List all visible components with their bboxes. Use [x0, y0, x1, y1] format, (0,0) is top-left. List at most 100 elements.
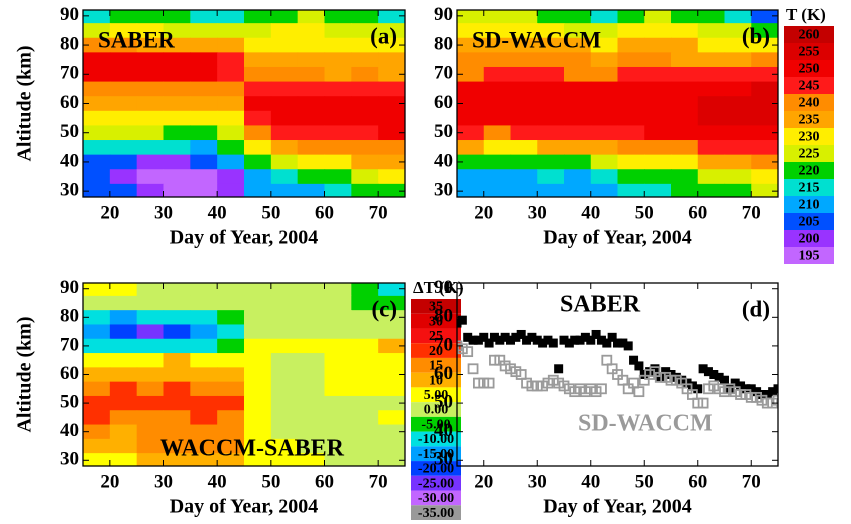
- contour-cell: [297, 295, 326, 311]
- contour-cell: [671, 66, 699, 83]
- contour-cell: [244, 10, 272, 24]
- x-tick-label: 60: [688, 202, 707, 223]
- x-tick-label: 30: [528, 471, 547, 492]
- scatter-point: [591, 329, 601, 339]
- scatter-point: [741, 384, 751, 394]
- contour-cell: [351, 367, 379, 383]
- colorbar-swatch: [784, 162, 834, 179]
- contour-cell: [697, 183, 726, 197]
- y-tick-label: 90: [434, 277, 453, 298]
- contour-cell: [564, 96, 592, 112]
- contour-cell: [217, 183, 245, 197]
- contour-cell: [590, 125, 619, 141]
- contour-cell: [163, 10, 191, 24]
- panel-label: (a): [370, 23, 397, 48]
- scatter-point: [746, 384, 756, 394]
- contour-cell: [83, 410, 111, 426]
- contour-cell: [190, 353, 218, 368]
- contour-cell: [378, 367, 405, 383]
- contour-cell: [590, 81, 619, 97]
- contour-cell: [163, 310, 191, 326]
- contour-cell: [378, 295, 405, 311]
- contour-cell: [83, 96, 111, 112]
- contour-cell: [537, 81, 565, 97]
- contour-cell: [457, 52, 485, 68]
- contour-cell: [590, 154, 619, 170]
- contour-cell: [351, 110, 379, 127]
- contour-cell: [83, 66, 111, 83]
- contour-cell: [510, 125, 538, 141]
- contour-cell: [351, 338, 379, 354]
- contour-cell: [510, 140, 538, 156]
- contour-cell: [351, 96, 379, 112]
- colorbar-swatch: [784, 196, 834, 213]
- contour-cell: [217, 410, 245, 426]
- contour-cell: [617, 125, 645, 141]
- scatter-point: [629, 355, 639, 365]
- contour-cell: [351, 424, 379, 440]
- contour-cell: [270, 424, 299, 440]
- contour-cell: [510, 66, 538, 83]
- y-tick-label: 80: [434, 33, 453, 54]
- contour-cell: [724, 154, 752, 170]
- scatter-point: [773, 384, 778, 394]
- contour-cell: [297, 424, 326, 440]
- contour-cell: [163, 295, 191, 311]
- colorbar-swatch: [784, 128, 834, 145]
- contour-cell: [724, 110, 752, 127]
- contour-cell: [671, 10, 699, 24]
- contour-cell: [324, 353, 352, 368]
- contour-cell: [270, 367, 299, 383]
- contour-cell: [109, 37, 138, 53]
- contour-cell: [644, 66, 672, 83]
- colorbar-label: 35: [429, 300, 443, 315]
- contour-cell: [724, 52, 752, 68]
- contour-cell: [324, 154, 352, 170]
- colorbar-label: -5.00: [421, 417, 450, 432]
- contour-cell: [297, 23, 326, 39]
- y-tick-label: 40: [434, 150, 453, 171]
- colorbar-title: T (K): [786, 5, 826, 24]
- contour-cell: [109, 410, 138, 426]
- contour-cell: [136, 353, 165, 368]
- contour-cell: [163, 140, 191, 156]
- contour-cell: [378, 66, 405, 83]
- contour-cell: [644, 37, 672, 53]
- x-tick-label: 20: [100, 202, 119, 223]
- contour-cell: [697, 96, 726, 112]
- contour-cell: [724, 96, 752, 112]
- contour-cell: [457, 183, 485, 197]
- contour-cell: [163, 395, 191, 411]
- colorbar-label: 230: [799, 130, 820, 145]
- contour-cell: [483, 183, 512, 197]
- contour-cell: [324, 310, 352, 326]
- scatter-point: [489, 332, 499, 342]
- scatter-point: [500, 332, 510, 342]
- contour-cell: [483, 96, 512, 112]
- colorbar-label: -25.00: [418, 476, 454, 491]
- contour-cell: [109, 81, 138, 97]
- contour-cell: [324, 125, 352, 141]
- colorbar-swatch: [784, 94, 834, 111]
- contour-cell: [510, 23, 538, 39]
- contour-cell: [351, 395, 379, 411]
- contour-cell: [297, 410, 326, 426]
- contour-cell: [564, 183, 592, 197]
- contour-cell: [217, 453, 245, 466]
- contour-cell: [324, 438, 352, 454]
- contour-cell: [564, 37, 592, 53]
- contour-cell: [617, 183, 645, 197]
- contour-cell: [136, 283, 165, 297]
- contour-cell: [617, 37, 645, 53]
- contour-cell: [378, 395, 405, 411]
- x-tick-label: 70: [742, 471, 761, 492]
- contour-cell: [351, 381, 379, 397]
- contour-cell: [109, 10, 138, 24]
- colorbar-swatch: [784, 213, 834, 230]
- contour-cell: [83, 295, 111, 311]
- contour-cell: [378, 154, 405, 170]
- contour-cell: [697, 154, 726, 170]
- contour-cell: [537, 110, 565, 127]
- contour-cell: [244, 23, 272, 39]
- colorbar-label: 225: [799, 147, 820, 162]
